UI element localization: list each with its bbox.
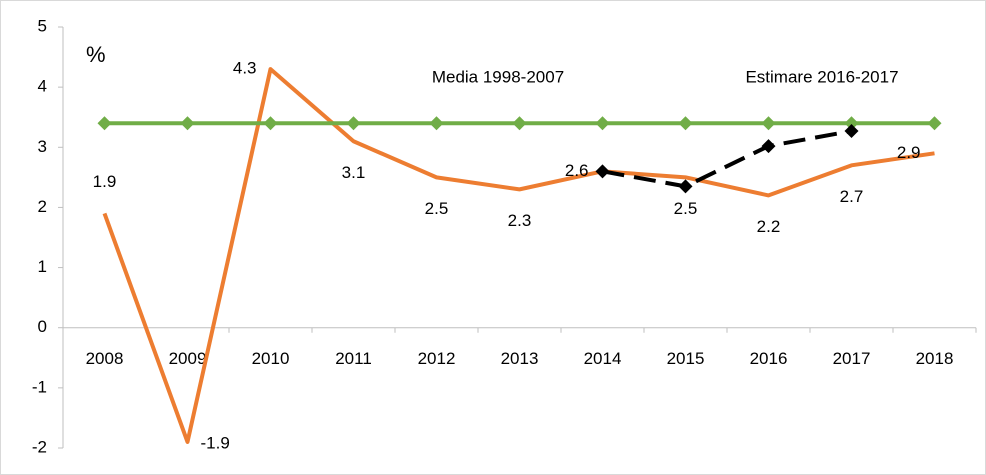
data-label: 2.3 [508,211,532,230]
x-tick-label: 2010 [252,349,290,368]
y-axis-label: % [86,42,106,67]
marker [844,124,859,139]
series-name: Media 1998-2007 [432,67,564,86]
series-line [602,129,852,189]
y-tick-label: 4 [38,77,47,96]
marker [844,116,859,131]
series-line [102,67,935,444]
y-tick-label: 0 [38,317,47,336]
marker [180,116,195,131]
data-label: 2.5 [674,199,698,218]
x-tick-label: 2018 [916,349,954,368]
marker [595,164,610,179]
marker [263,116,278,131]
data-label: 2.7 [840,187,864,206]
data-label: 2.2 [757,217,781,236]
marker [512,116,527,131]
y-tick-label: -1 [32,377,47,396]
data-label: 1.9 [93,172,117,191]
x-tick-label: 2015 [667,349,705,368]
y-tick-label: -2 [32,437,47,456]
y-tick-label: 5 [38,16,47,35]
data-label: -1.9 [201,433,230,452]
marker [595,116,610,131]
marker [97,116,112,131]
y-tick-label: 3 [38,137,47,156]
x-tick-label: 2008 [86,349,124,368]
marker [927,116,942,131]
x-tick-label: 2009 [169,349,207,368]
marker [761,139,776,154]
y-tick-label: 1 [38,257,47,276]
y-tick-label: 2 [38,197,47,216]
x-tick-label: 2012 [418,349,456,368]
data-label: 2.9 [897,143,921,162]
marker [678,116,693,131]
x-tick-label: 2016 [750,349,788,368]
data-label: 3.1 [342,163,366,182]
x-tick-label: 2014 [584,349,622,368]
marker [429,116,444,131]
data-label: 2.5 [425,199,449,218]
x-tick-label: 2011 [335,349,372,368]
marker [761,116,776,131]
data-label: 2.6 [565,161,589,180]
marker [678,179,693,194]
data-label: 4.3 [233,59,257,78]
series-name: Estimare 2016-2017 [745,67,898,86]
marker [346,116,361,131]
x-tick-label: 2017 [833,349,871,368]
x-tick-label: 2013 [501,349,539,368]
